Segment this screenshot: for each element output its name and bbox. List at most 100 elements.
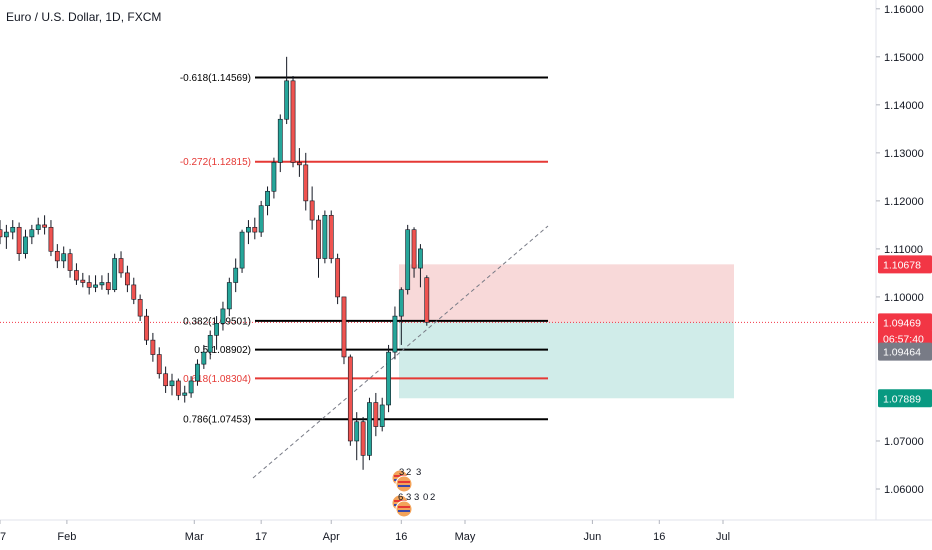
candle-bearish[interactable] <box>373 392 379 437</box>
candle-bearish[interactable] <box>54 244 60 269</box>
candle-bearish[interactable] <box>316 215 321 278</box>
candle-bullish[interactable] <box>322 210 328 264</box>
candle-body <box>418 248 423 269</box>
candle-bullish[interactable] <box>182 385 188 403</box>
candle-bearish[interactable] <box>303 152 309 211</box>
candle-bearish[interactable] <box>335 253 341 305</box>
candle-body <box>265 190 270 206</box>
candle-bullish[interactable] <box>3 224 9 249</box>
candle-bullish[interactable] <box>258 200 264 237</box>
candle-body <box>271 162 277 192</box>
candle-bullish[interactable] <box>10 220 16 240</box>
candle-bullish[interactable] <box>405 224 411 295</box>
candle-bearish[interactable] <box>150 332 156 362</box>
candle-bullish[interactable] <box>265 186 270 216</box>
take-profit-zone[interactable] <box>399 322 734 399</box>
candle-bearish[interactable] <box>131 277 137 305</box>
candle-bearish[interactable] <box>125 265 130 293</box>
candle-bullish[interactable] <box>214 316 219 350</box>
candle-bearish[interactable] <box>175 378 181 401</box>
candle-bullish[interactable] <box>195 359 200 386</box>
candle-bullish[interactable] <box>271 157 277 199</box>
price-badge: 1.09464 <box>878 342 932 361</box>
candle-bullish[interactable] <box>35 217 41 235</box>
candle-bullish[interactable] <box>284 56 290 125</box>
candle-bearish[interactable] <box>144 308 149 345</box>
candle-body <box>195 363 200 382</box>
candle-bullish[interactable] <box>29 224 35 245</box>
candle-bearish[interactable] <box>309 186 315 230</box>
candle-bullish[interactable] <box>392 306 398 360</box>
candle-bullish[interactable] <box>23 229 28 259</box>
candle-bullish[interactable] <box>354 412 360 461</box>
candle-bullish[interactable] <box>239 229 245 273</box>
price-tick-label: 1.11000 <box>884 244 923 256</box>
candle-bearish[interactable] <box>0 220 3 245</box>
candle-bullish[interactable] <box>169 373 175 396</box>
candle-bearish[interactable] <box>296 148 302 177</box>
event-count-label: 3 <box>416 467 421 478</box>
candle-bullish[interactable] <box>61 246 67 269</box>
candle-body <box>150 339 156 355</box>
candle-bearish[interactable] <box>347 354 353 446</box>
price-tick-label: 1.12000 <box>884 196 924 208</box>
candle-bearish[interactable] <box>137 294 143 321</box>
candle-body <box>309 200 315 221</box>
candle-body <box>316 219 321 259</box>
candle-bearish[interactable] <box>290 76 296 168</box>
candle-bullish[interactable] <box>226 277 232 317</box>
time-tick-label: 16 <box>653 531 665 543</box>
candle-bullish[interactable] <box>398 287 404 345</box>
candle-bullish[interactable] <box>201 344 207 369</box>
price-badge-bg <box>878 313 932 332</box>
candle-bullish[interactable] <box>367 397 372 461</box>
candle-bullish[interactable] <box>112 253 118 293</box>
price-badge: 1.09469 <box>878 313 932 332</box>
fib-level-label: -0.272(1.12815) <box>180 157 251 168</box>
candle-bullish[interactable] <box>99 275 105 290</box>
candle-bearish[interactable] <box>252 217 258 240</box>
economic-events: 3 2 36 3 3 0 2 <box>391 467 435 518</box>
candle-bearish[interactable] <box>74 263 79 285</box>
candle-bullish[interactable] <box>246 220 251 245</box>
candle-bearish[interactable] <box>341 296 347 365</box>
candle-bearish[interactable] <box>48 220 54 257</box>
candle-bullish[interactable] <box>207 330 213 360</box>
candle-bearish[interactable] <box>163 366 169 393</box>
price-tick-label: 1.16000 <box>884 4 924 16</box>
candle-bearish[interactable] <box>105 272 111 295</box>
candle-bearish[interactable] <box>328 210 334 264</box>
event-count-label: 3 <box>414 492 419 503</box>
candles <box>0 56 430 470</box>
candle-bearish[interactable] <box>118 251 124 278</box>
candle-body <box>328 214 334 259</box>
time-tick-label: Apr <box>323 531 340 543</box>
candle-bullish[interactable] <box>233 258 239 293</box>
event-flag-icon <box>395 475 413 493</box>
candle-bullish[interactable] <box>188 376 194 398</box>
candle-bearish[interactable] <box>67 248 73 278</box>
candle-bearish[interactable] <box>42 215 47 235</box>
candle-bearish[interactable] <box>360 416 366 470</box>
candle-bullish[interactable] <box>277 114 283 173</box>
candle-bearish[interactable] <box>424 275 430 326</box>
candle-bullish[interactable] <box>220 301 226 331</box>
candle-bullish[interactable] <box>379 397 385 432</box>
candle-bullish[interactable] <box>93 275 98 293</box>
stop-loss-zone[interactable] <box>399 264 734 323</box>
candle-bearish[interactable] <box>156 347 162 379</box>
candle-bearish[interactable] <box>411 227 417 278</box>
candle-body <box>201 351 207 365</box>
price-badge-label: 1.07889 <box>883 393 921 405</box>
trend-line[interactable] <box>252 225 549 479</box>
candle-bearish[interactable] <box>80 272 86 288</box>
candle-bullish[interactable] <box>418 244 423 288</box>
candle-bearish[interactable] <box>16 222 22 261</box>
position-zones <box>0 264 876 399</box>
candle-body <box>233 267 239 283</box>
candle-bearish[interactable] <box>86 275 92 295</box>
candle-bullish[interactable] <box>386 344 391 413</box>
